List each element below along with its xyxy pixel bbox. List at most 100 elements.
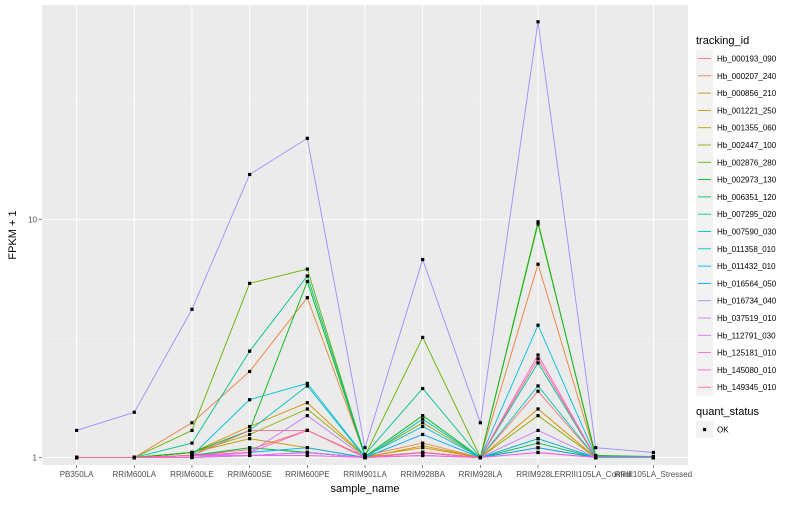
y-tick-label: 10	[28, 216, 37, 225]
data-point	[305, 274, 309, 278]
data-point	[536, 262, 540, 266]
legend-label: Hb_000207_240	[717, 72, 777, 81]
data-point	[363, 446, 367, 450]
x-tick-label: RRIII105LA_Control	[560, 470, 632, 479]
data-point	[305, 407, 309, 411]
data-point	[536, 20, 540, 24]
data-point	[536, 446, 540, 450]
data-point	[305, 453, 309, 458]
data-point	[248, 424, 252, 429]
x-tick-label: RRIM928LA	[459, 470, 503, 479]
data-point	[651, 450, 655, 455]
x-tick-label: RRIII105LA_Stressed	[615, 470, 692, 479]
series-points	[75, 20, 655, 460]
data-point	[421, 446, 425, 450]
data-point	[248, 437, 252, 441]
data-point	[421, 257, 425, 262]
x-tick-label: RRIM600SE	[227, 470, 271, 479]
data-point	[132, 410, 136, 414]
data-point	[305, 267, 309, 271]
legend-label: Hb_112791_030	[717, 331, 776, 340]
data-point	[248, 281, 252, 285]
data-point	[421, 441, 425, 445]
data-point	[190, 450, 194, 455]
y-axis-title: FPKM + 1	[7, 210, 19, 259]
legend-label: Hb_001355_060	[717, 124, 777, 133]
data-point	[190, 307, 194, 311]
data-point	[305, 384, 309, 388]
data-point	[421, 432, 425, 437]
legend-label: Hb_016734_040	[717, 297, 777, 306]
x-tick-label: RRIM928BA	[400, 470, 445, 479]
shape-legend-title: quant_status	[696, 406, 759, 418]
data-point	[421, 421, 425, 425]
data-point	[190, 428, 194, 433]
data-point	[305, 279, 309, 284]
legend-label: Hb_149345_010	[717, 383, 777, 392]
data-point	[651, 455, 655, 460]
data-point	[594, 455, 598, 460]
data-point	[132, 455, 136, 460]
data-point	[248, 398, 252, 402]
legend-title: tracking_id	[696, 35, 749, 47]
data-point	[363, 455, 367, 460]
data-point	[536, 222, 540, 226]
data-point	[421, 453, 425, 458]
y-tick-label: 1	[33, 454, 38, 463]
data-point	[248, 450, 252, 455]
data-point	[248, 453, 252, 458]
y-axis: 1 10	[28, 216, 42, 463]
legend-label: Hb_002973_130	[717, 176, 777, 185]
legend-label: Hb_037519_010	[717, 314, 777, 323]
shape-legend: quant_status OK	[696, 406, 759, 438]
data-point	[305, 136, 309, 140]
legend-label: Hb_145080_010	[717, 366, 777, 375]
data-point	[305, 296, 309, 300]
legend-label: Hb_011432_010	[717, 262, 776, 271]
x-tick-label: RRIM600LA	[112, 470, 156, 479]
data-point	[421, 414, 425, 418]
x-axis-title: sample_name	[330, 483, 399, 495]
legend-label: Hb_125181_010	[717, 349, 777, 358]
legend-label: Hb_016564_050	[717, 279, 777, 288]
color-legend: tracking_id Hb_000193_090 Hb_000207_240 Hb…	[696, 35, 777, 396]
data-point	[478, 455, 482, 460]
data-point	[536, 323, 540, 327]
data-point	[536, 428, 540, 433]
x-tick-label: PB350LA	[60, 470, 94, 479]
data-point	[536, 357, 540, 361]
data-point	[248, 369, 252, 374]
data-point	[536, 361, 540, 365]
legend-label: Hb_002876_280	[717, 158, 777, 167]
data-point	[248, 432, 252, 437]
shape-legend-label: OK	[717, 426, 729, 435]
data-point	[305, 446, 309, 450]
data-point	[190, 421, 194, 425]
legend-label: Hb_007590_030	[717, 228, 777, 237]
legend-label: Hb_006351_120	[717, 193, 777, 202]
data-point	[478, 421, 482, 425]
data-point	[421, 424, 425, 429]
data-point	[421, 444, 425, 448]
data-point	[536, 441, 540, 445]
data-point	[536, 437, 540, 441]
data-point	[421, 450, 425, 455]
data-point	[190, 455, 194, 460]
x-axis: PB350LA RRIM600LA RRIM600LE RRIM600SE RRIM60…	[60, 465, 692, 479]
data-point	[305, 401, 309, 405]
data-point	[536, 414, 540, 418]
legend-label: Hb_000856_210	[717, 89, 777, 98]
legend-label: Hb_001221_250	[717, 106, 777, 115]
legend-label: Hb_011358_010	[717, 245, 776, 254]
legend-label: Hb_002447_100	[717, 141, 777, 150]
data-point	[536, 353, 540, 357]
x-tick-label: RRIM928LE	[516, 470, 560, 479]
data-point	[248, 446, 252, 450]
x-tick-label: RRIM600LE	[170, 470, 214, 479]
x-tick-label: RRIM600PE	[285, 470, 329, 479]
data-point	[248, 447, 252, 452]
data-point	[363, 452, 367, 457]
data-point	[248, 428, 252, 433]
